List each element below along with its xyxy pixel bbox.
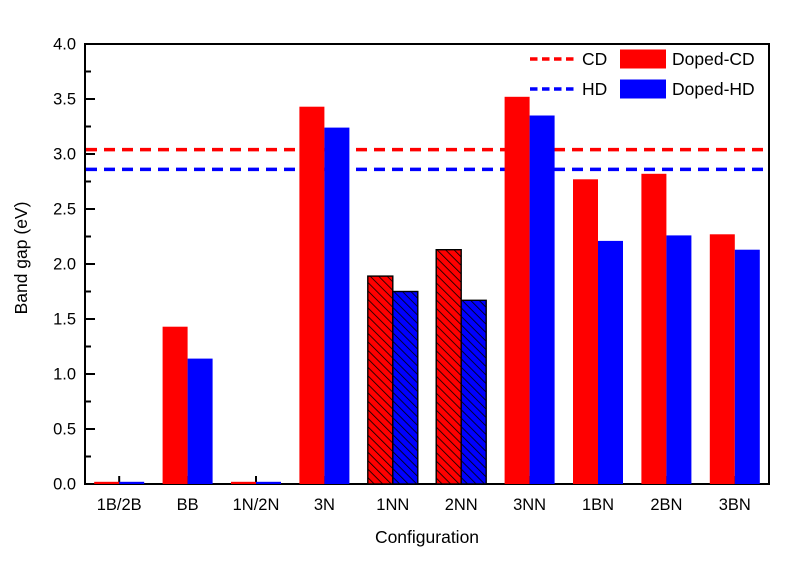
bar-doped-cd-2nn <box>435 248 462 485</box>
y-tick-label: 0.5 <box>53 421 76 439</box>
y-tick-label: 3.5 <box>53 91 76 109</box>
bars <box>94 96 760 485</box>
bar-doped-cd-2bn <box>641 173 667 485</box>
legend-label-doped-cd: Doped-CD <box>672 49 755 69</box>
x-tick-label-bb: BB <box>177 496 199 514</box>
x-tick-label-3bn: 3BN <box>719 496 751 514</box>
legend-label-hd: HD <box>582 79 607 99</box>
x-tick-label-1b-2b: 1B/2B <box>97 496 142 514</box>
x-tick-label-2bn: 2BN <box>650 496 682 514</box>
x-tick-label-1n-2n: 1N/2N <box>233 496 280 514</box>
bar-doped-hd-3n <box>324 127 350 484</box>
legend-key-swatch-doped-hd <box>620 79 666 99</box>
bar-doped-hd-bb <box>187 358 213 484</box>
bar-doped-hd-1nn <box>392 290 419 485</box>
x-axis-title: Configuration <box>375 527 479 547</box>
plot-frame <box>84 43 770 485</box>
bar-doped-hd-3nn <box>529 115 555 484</box>
reference-lines <box>86 147 768 172</box>
x-tick-label-2nn: 2NN <box>445 496 478 514</box>
bar-doped-hd-1b-2b <box>119 481 145 484</box>
legend-label-cd: CD <box>582 49 607 69</box>
y-tick-label: 1.0 <box>53 366 76 384</box>
x-tick-label-3n: 3N <box>314 496 335 514</box>
bar-doped-hd-1n-2n <box>256 481 281 484</box>
legend-key-swatch-doped-cd <box>620 49 666 69</box>
bar-doped-hd-3bn <box>734 249 760 484</box>
bar-doped-cd-1b-2b <box>94 481 120 484</box>
y-axis-ticks: 0.0 0.5 1.0 1.5 2.0 2.5 3.0 3.5 4.0 <box>53 36 95 494</box>
y-tick-label: 2.0 <box>53 256 76 274</box>
y-tick-label: 2.5 <box>53 201 76 219</box>
bar-doped-hd-1bn <box>598 240 623 484</box>
x-tick-label-1bn: 1BN <box>582 496 614 514</box>
y-tick-label: 3.0 <box>53 146 76 164</box>
y-tick-label: 1.5 <box>53 311 76 329</box>
y-tick-label: 4.0 <box>53 36 76 54</box>
bar-doped-cd-1bn <box>573 179 598 485</box>
legend-label-doped-hd: Doped-HD <box>672 79 755 99</box>
x-axis-ticks: 1B/2B BB 1N/2N 3N 1NN 2NN 3NN 1BN 2BN 3BN <box>97 476 751 514</box>
bar-doped-hd-2bn <box>666 235 692 484</box>
bar-doped-hd-2nn <box>460 299 487 485</box>
y-axis-title: Band gap (eV) <box>11 202 31 315</box>
bar-doped-cd-1nn <box>367 275 394 485</box>
bar-doped-cd-3bn <box>709 234 735 484</box>
legend: CD HD Doped-CD Doped-HD <box>530 49 755 99</box>
x-tick-label-1nn: 1NN <box>376 496 409 514</box>
bar-doped-cd-1n-2n <box>231 481 256 484</box>
x-tick-label-3nn: 3NN <box>513 496 546 514</box>
bar-doped-cd-3n <box>299 106 325 484</box>
y-tick-label: 0.0 <box>53 476 76 494</box>
bar-doped-cd-bb <box>162 326 188 484</box>
bar-doped-cd-3nn <box>504 96 530 485</box>
